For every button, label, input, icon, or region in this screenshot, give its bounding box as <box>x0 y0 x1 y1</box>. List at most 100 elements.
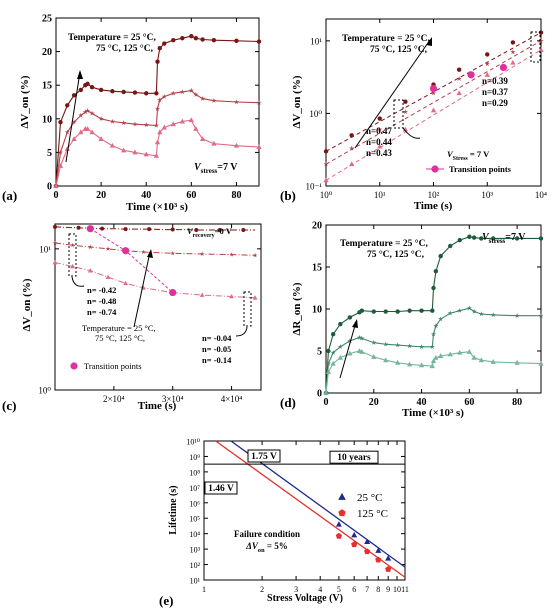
panel-d-arrowhead <box>352 319 358 328</box>
panel-a-series-0-point-6 <box>85 81 90 87</box>
panel-d-series-1-point-13 <box>430 331 437 337</box>
panel-d-series-0-point-9 <box>395 309 400 314</box>
panel-e-failure-cond-suffix: = 5% <box>265 541 288 551</box>
panel-b-series-1-point-4 <box>430 90 437 96</box>
panel-a-ytick-label: 0 <box>47 182 52 193</box>
panel-c-series-0-point-4 <box>100 226 105 231</box>
panel-d-series-0-point-18 <box>467 234 472 239</box>
panel-e-failure-cond: ΔVon = 5% <box>245 541 287 554</box>
panel-d-series-2-point-15 <box>438 353 444 359</box>
panel-b-fit-2 <box>325 49 542 181</box>
panel-a-series-0-point-16 <box>162 41 167 46</box>
panel-a-series-1-point-14 <box>154 105 161 111</box>
panel-b-n-high-0: n=0.39 <box>482 76 508 86</box>
panel-e-legend-marker-1 <box>338 509 346 517</box>
panel-c-bracket-left <box>68 233 77 277</box>
panel-d-series-2-point-22 <box>514 359 520 365</box>
panel-b-series-0-point-3 <box>403 99 408 104</box>
panel-b-series-0-point-1 <box>349 133 354 138</box>
panel-a-series-1-point-10 <box>121 120 127 126</box>
panel-b-series-1 <box>323 38 544 167</box>
panel-d-series-0-point-7 <box>371 309 376 314</box>
panel-d-series-0-point-20 <box>479 236 484 241</box>
panel-e-series-1-point-4 <box>385 565 392 572</box>
panel-c-ytick-label: 10⁰ <box>38 386 51 396</box>
panel-d-xtick-label: 40 <box>417 397 427 408</box>
panel-a-series-2 <box>53 117 262 188</box>
panel-b-series-0-point-6 <box>485 52 490 57</box>
panel-a-letter: (a) <box>2 188 17 203</box>
panel-e-series-1-point-1 <box>351 541 358 548</box>
panel-a-series-1-point-7 <box>89 110 95 116</box>
panel-b-letter: (b) <box>280 188 296 203</box>
panel-a-ytick-label: 10 <box>42 114 52 125</box>
panel-b-n-high-2: n=0.29 <box>482 98 508 108</box>
panel-a-series-2-point-21 <box>199 136 206 141</box>
panel-b-xtick-label: 10⁰ <box>320 190 333 200</box>
panel-e-letter: (e) <box>159 593 173 608</box>
panel-c-series-0-point-2 <box>76 225 81 230</box>
panel-a-series-1-point-6 <box>84 107 91 113</box>
panel-d-series-1-point-20 <box>478 311 484 317</box>
panel-d-series-1-point-15 <box>438 316 444 322</box>
panel-b-series-2-point-1 <box>349 161 355 167</box>
panel-b-series-1-point-1 <box>349 145 355 151</box>
panel-d-stress: Vstress=7 V <box>482 232 526 245</box>
panel-d-series-1-point-2 <box>330 349 336 355</box>
panel-e-xtick-label: 2 <box>260 585 264 594</box>
panel-a-series-2-point-7 <box>89 129 95 135</box>
panel-a-series-0-point-9 <box>110 89 115 94</box>
panel-a-series-0-point-24 <box>256 39 262 44</box>
panel-c-annotation-temp-1: Temperature = 25 °C, <box>82 323 156 333</box>
panel-d-series-2-point-16 <box>447 351 453 357</box>
panel-d-xtick-label: 60 <box>464 397 474 408</box>
panel-a-series-2-point-6 <box>84 126 91 131</box>
panel-c-n-left-2: n= -0.74 <box>87 307 117 317</box>
panel-a-series-1-point-9 <box>109 118 115 124</box>
panel-a-series-0-point-13 <box>154 91 159 96</box>
panel-d-series-1-point-5 <box>356 334 363 340</box>
panel-c-recovery-prefix: V <box>187 226 194 236</box>
panel-d-series-0-point-13 <box>431 285 436 291</box>
panel-a-series-2-point-1 <box>57 162 64 168</box>
panel-b-stress: VStress = 7 V <box>447 149 490 162</box>
panel-b-ylabel: ΔV_on (%) <box>291 75 303 128</box>
panel-e-ten-years-box <box>329 450 379 464</box>
panel-d-series-2-point-11 <box>418 362 425 368</box>
panel-a-series-0-point-22 <box>211 37 217 43</box>
panel-d-series-0-point-22 <box>514 236 520 241</box>
panel-a-series-2-point-0 <box>53 183 59 188</box>
panel-a-ytick-label: 5 <box>47 148 52 159</box>
panel-a-series-1-point-24 <box>256 99 262 105</box>
panel-a-annotation-temp-1: Temperature = 25 °C, <box>68 32 156 43</box>
panel-b-series-2-point-5 <box>456 90 462 96</box>
panel-b-series-2-point-4 <box>430 107 437 113</box>
panel-a-stress-sub: stress <box>201 167 218 175</box>
panel-d-series-2-point-18 <box>466 348 472 354</box>
panel-d-stress-prefix: V <box>482 232 490 243</box>
panel-b-ytick-label: 10⁰ <box>309 109 322 119</box>
panel-a-series-0-point-1 <box>58 119 63 125</box>
panel-d-series-0-point-8 <box>383 309 388 314</box>
panel-b-series-1-point-0 <box>323 161 329 167</box>
panel-a-ytick-label: 15 <box>42 81 52 92</box>
panel-d-series-1-point-21 <box>490 312 496 318</box>
panel-a-series-2-point-19 <box>188 117 194 123</box>
panel-a-ytick-label: 25 <box>42 14 52 25</box>
panel-a-series-0-point-7 <box>89 85 95 90</box>
panel-c-frame <box>54 223 262 391</box>
panel-d-series-0-point-17 <box>457 237 462 243</box>
panel-d-series-0-point-12 <box>430 308 435 313</box>
panel-a-stress-prefix: V <box>194 162 202 173</box>
panel-b-ytick-label: 10¹ <box>310 36 322 46</box>
panel-d-series-1-line <box>325 307 541 394</box>
panel-d-series-0-point-3 <box>338 321 343 327</box>
panel-c-series-0-point-0 <box>53 224 57 229</box>
panel-e-failure-label: Failure condition <box>234 529 300 539</box>
panel-d-series-1-point-12 <box>429 344 435 350</box>
panel-e: 1 2 3 4 5 6 7 8 9 10 11 10¹ 10² 10³ 10⁴ 10⁵ 10⁶ 10⁷ 10⁸ 10⁹… <box>159 438 409 609</box>
panel-b-series-2 <box>323 47 544 183</box>
panel-e-series-1-point-2 <box>364 548 371 555</box>
panel-a-annotation-temp-2: 75 °C, 125 °C, <box>96 43 154 54</box>
